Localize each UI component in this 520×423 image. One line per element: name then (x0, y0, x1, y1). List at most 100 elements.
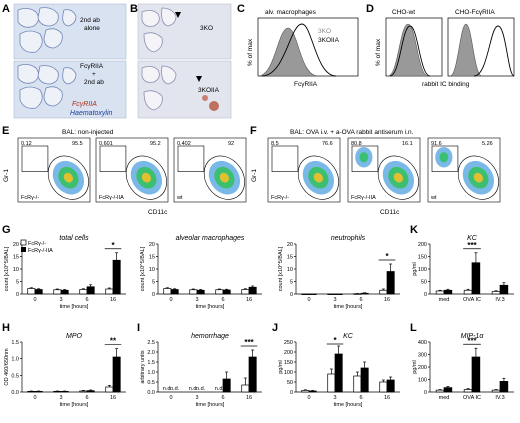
title-cho-wt: CHO-wt (392, 9, 415, 16)
bar (360, 292, 369, 295)
y-tick-label: 0.5 (147, 380, 155, 386)
panel-letter-j: J (272, 322, 278, 334)
x-axis-label: time [hours] (334, 402, 363, 408)
y-tick-label: 100 (418, 267, 427, 273)
bar (60, 289, 69, 295)
x-tick-label: 16 (246, 297, 252, 303)
chart-title: alveolar macrophages (176, 235, 245, 242)
x-tick-label: 0 (169, 297, 172, 303)
gate-granulocyte (177, 145, 205, 172)
y-tick-label: 10 (287, 267, 293, 273)
y-axis-label: pg/ml (412, 262, 418, 275)
bar (105, 288, 114, 295)
gate-macrophage (377, 155, 419, 200)
bar (222, 289, 231, 295)
y-tick-label: 20 (13, 242, 19, 248)
sig-stars: * (333, 336, 337, 345)
bar (327, 293, 336, 295)
sig-stars: *** (467, 336, 477, 345)
bar (308, 390, 317, 393)
y-tick-label: 0.0 (11, 390, 19, 396)
y-tick-label: 1.0 (11, 357, 19, 363)
bar (360, 367, 369, 393)
gate-granulocyte (351, 145, 379, 172)
bar-chart-h: MPO 0.0 0.5 1.0 1.5OD 460/650nm time [hours] 0… (4, 333, 126, 408)
bar (248, 286, 257, 295)
gate-granulocyte (271, 145, 299, 172)
x-tick-label: med (439, 297, 450, 303)
x-axis-label: time [hours] (60, 402, 89, 408)
panel-letter-l: L (410, 322, 417, 334)
x-axis-label: time [hours] (60, 304, 89, 310)
y-axis-label: arbitrary units (140, 350, 146, 384)
gate-pct-right: 95.2 (150, 141, 161, 147)
y-tick-label: 400 (418, 340, 427, 346)
bar (491, 291, 501, 295)
y-tick-label: 200 (418, 242, 427, 248)
x-tick-label: 3 (195, 297, 198, 303)
alveoli-bottom (17, 64, 77, 109)
strain-label: wt (176, 195, 183, 201)
legend-label-filled: FcRγ-/-IIA (28, 248, 53, 254)
strain-label: FcRγ-/- (271, 195, 289, 201)
nd-label: n.d. (215, 386, 225, 392)
y-tick-label: 100 (284, 370, 293, 376)
x-tick-label: 3 (59, 395, 62, 401)
bar (196, 289, 205, 295)
density-core (393, 172, 403, 183)
x-tick-label: 0 (169, 395, 172, 401)
panel-letter-b: B (130, 3, 138, 15)
bar (435, 290, 445, 295)
bar (112, 259, 121, 295)
bar-chart-k: KC 0 50 100 150 200 pg/ml med OVA IC IV.3 *** (412, 235, 514, 303)
y-tick-label: 250 (284, 340, 293, 346)
x-tick-label: 16 (384, 395, 390, 401)
x-tick-label: 16 (384, 297, 390, 303)
bar (86, 390, 95, 393)
y-axis-label: OD 460/650nm (4, 348, 10, 386)
y-tick-label: 300 (418, 353, 427, 359)
xlabel-fcgriia: FcγRIIA (294, 81, 318, 88)
histogram-3koiia (261, 23, 337, 77)
panel-a-histology: 2nd ab alone FcγRIIA + 2nd ab FcγRIIA Ha… (13, 3, 127, 119)
y-tick-label: 15 (287, 255, 293, 261)
bar (379, 381, 388, 393)
y-tick-label: 150 (284, 360, 293, 366)
y-axis-label: pg/ml (278, 360, 284, 373)
bar (105, 386, 114, 393)
gate-pct-left: 80.8 (351, 141, 362, 147)
density-core (141, 172, 151, 183)
density-gr1-core (439, 152, 449, 163)
chart-title: neutrophils (331, 235, 366, 242)
x-tick-label: 3 (195, 395, 198, 401)
y-tick-label: 0 (290, 292, 293, 298)
x-tick-label: IV.3 (495, 395, 504, 401)
bar (379, 289, 388, 295)
sig-stars: ** (110, 337, 117, 346)
y-tick-label: 10 (13, 267, 19, 273)
bar-chart-j: KC 0 50 100 150 200 250 pg/ml time [hours] 0 3 6 16 * (278, 333, 400, 408)
gate-pct-left: 0.402 (177, 141, 191, 147)
panel-f-flow: BAL: OVA i.v. + a-OVA rabbit antiserum i… (251, 129, 501, 216)
y-tick-label: 200 (284, 350, 293, 356)
y-axis-label: count [x10^5/BAL] (278, 246, 284, 291)
bar (53, 289, 62, 295)
gate-macrophage (457, 155, 499, 200)
bar (222, 378, 231, 393)
panel-c-histogram: alv. macrophages 3KO 3KOIIA % of max Fcγ… (247, 9, 359, 88)
title-alv-macrophages: alv. macrophages (265, 9, 317, 16)
bar (443, 387, 453, 393)
legend-genotypes: FcRγ-/- FcRγ-/-IIA (20, 239, 53, 254)
bar (34, 289, 43, 295)
gate-pct-right: 92 (228, 141, 234, 147)
legend-swatch-open (20, 239, 27, 246)
sig-stars: *** (467, 241, 477, 250)
y-tick-label: 150 (418, 255, 427, 261)
legend-label-open: FcRγ-/- (28, 241, 46, 247)
x-axis-label: time [hours] (196, 402, 225, 408)
strain-label: FcRγ-/-IIA (99, 195, 124, 201)
bar (353, 375, 362, 393)
bar (241, 384, 250, 393)
